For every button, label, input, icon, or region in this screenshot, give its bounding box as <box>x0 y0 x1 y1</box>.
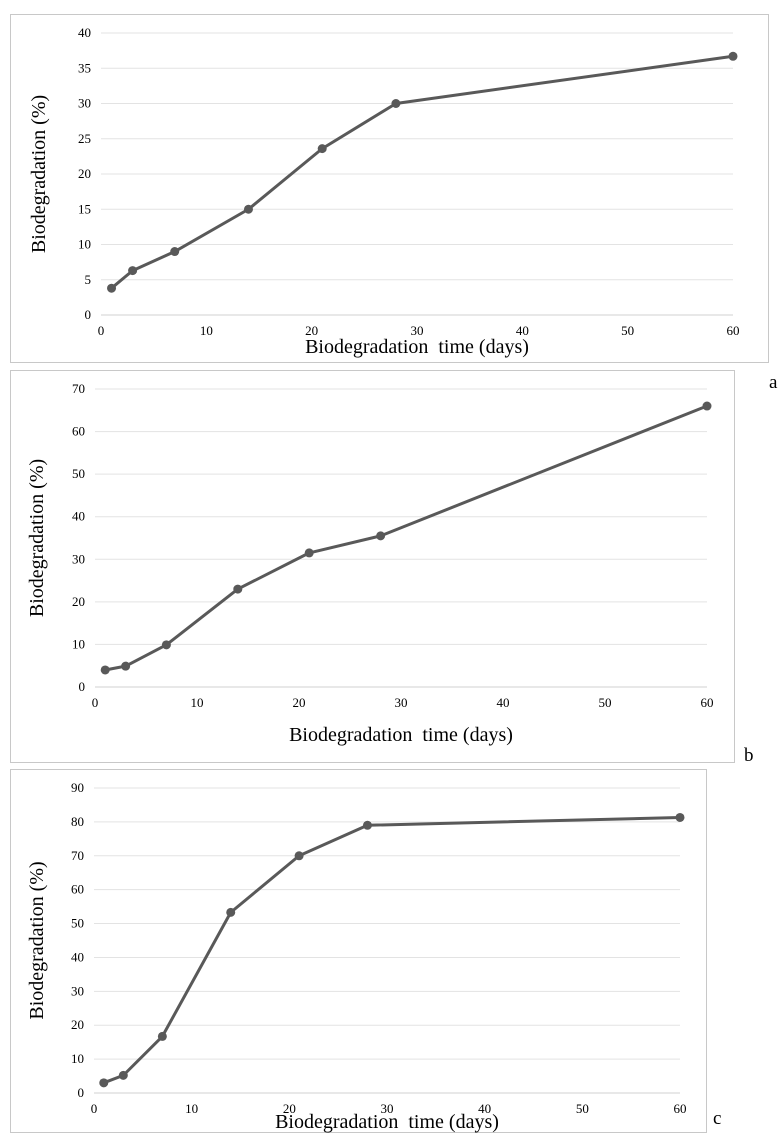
data-point <box>226 907 236 917</box>
x-tick-label: 20 <box>283 1101 296 1116</box>
chart-svg-a: 0 5 10 15 20 25 30 35 40 0 10 20 30 40 50 60 Biodegradat… <box>28 25 740 358</box>
y-tick-label: 80 <box>71 814 84 829</box>
x-tick-label: 10 <box>200 323 213 338</box>
x-tick-label: 40 <box>497 695 510 710</box>
y-tick-label: 70 <box>72 381 85 396</box>
panel-label-c: c <box>713 1108 722 1129</box>
data-point <box>376 531 386 541</box>
y-tick-label: 10 <box>72 636 85 651</box>
data-point <box>170 247 180 257</box>
data-point <box>317 144 327 154</box>
y-tick-label: 30 <box>71 983 84 998</box>
x-tick-label: 50 <box>621 323 634 338</box>
y-tick-label: 5 <box>85 272 92 287</box>
y-tick-label: 20 <box>72 594 85 609</box>
x-axis-title: Biodegradation time (days) <box>275 1111 499 1133</box>
series-line <box>103 815 681 1085</box>
y-tick-label: 0 <box>79 679 86 694</box>
x-tick-label: 10 <box>191 695 204 710</box>
x-tick-label: 0 <box>98 323 105 338</box>
x-tick-label: 10 <box>185 1101 198 1116</box>
y-tick-label: 70 <box>71 848 84 863</box>
series-line <box>110 54 734 290</box>
y-axis-title: Biodegradation (%) <box>26 459 48 617</box>
y-tick-label: 0 <box>85 307 92 322</box>
x-tick-label: 60 <box>727 323 740 338</box>
y-tick-label: 60 <box>71 882 84 897</box>
y-tick-label: 20 <box>71 1017 84 1032</box>
y-tick-label: 30 <box>78 96 91 111</box>
data-point <box>391 99 401 108</box>
data-point <box>233 584 243 594</box>
x-tick-label: 20 <box>305 323 318 338</box>
x-tick-label: 40 <box>478 1101 491 1116</box>
x-tick-label: 0 <box>91 1101 98 1116</box>
data-point <box>243 204 253 214</box>
data-point <box>107 283 117 293</box>
y-tick-label: 60 <box>72 424 85 439</box>
data-point <box>702 401 712 411</box>
data-point <box>675 812 685 822</box>
x-tick-label: 60 <box>701 695 714 710</box>
series-line <box>104 404 708 672</box>
y-tick-label: 25 <box>78 131 91 146</box>
y-tick-label: 90 <box>71 780 84 795</box>
data-point <box>121 661 131 671</box>
y-tick-label: 40 <box>78 25 91 40</box>
y-tick-label: 15 <box>78 201 91 216</box>
x-tick-label: 20 <box>293 695 306 710</box>
x-tick-label: 30 <box>411 323 424 338</box>
data-point <box>100 665 110 675</box>
chart-panel-b: 0 10 20 30 40 50 60 70 0 10 20 30 40 50 60 Biodegradati… <box>10 370 735 763</box>
y-tick-label: 50 <box>72 466 85 481</box>
y-tick-label: 30 <box>72 551 85 566</box>
x-tick-label: 30 <box>381 1101 394 1116</box>
data-point <box>157 1031 167 1041</box>
data-point <box>362 820 372 830</box>
chart-panel-a: 0 5 10 15 20 25 30 35 40 0 10 20 30 40 50 60 Biodegradat… <box>10 14 769 363</box>
y-tick-label: 40 <box>71 949 84 964</box>
data-point <box>128 266 138 276</box>
y-tick-label: 10 <box>71 1051 84 1066</box>
data-point <box>118 1070 128 1080</box>
y-tick-label: 40 <box>72 509 85 524</box>
y-tick-label: 0 <box>78 1085 85 1100</box>
panel-label-b: b <box>744 745 754 766</box>
y-tick-label: 10 <box>78 237 91 252</box>
x-tick-label: 50 <box>576 1101 589 1116</box>
data-point <box>161 640 171 650</box>
x-tick-label: 50 <box>599 695 612 710</box>
y-tick-label: 20 <box>78 166 91 181</box>
y-tick-label: 35 <box>78 60 91 75</box>
chart-svg-b: 0 10 20 30 40 50 60 70 0 10 20 30 40 50 60 Biodegradati… <box>26 381 714 746</box>
chart-panel-c: 0 10 20 30 40 50 60 70 80 90 0 10 20 30 40 50 60 Biodegra… <box>10 769 707 1133</box>
chart-svg-c: 0 10 20 30 40 50 60 70 80 90 0 10 20 30 40 50 60 Biodegra… <box>26 780 687 1133</box>
panel-label-a: a <box>769 372 778 393</box>
data-point <box>99 1078 109 1088</box>
x-tick-label: 60 <box>674 1101 687 1116</box>
y-axis-title: Biodegradation (%) <box>26 861 48 1019</box>
y-tick-label: 50 <box>71 916 84 931</box>
x-axis-title: Biodegradation time (days) <box>289 724 513 746</box>
x-tick-label: 0 <box>92 695 99 710</box>
x-tick-label: 30 <box>395 695 408 710</box>
x-axis-title: Biodegradation time (days) <box>305 336 529 358</box>
x-tick-label: 40 <box>516 323 529 338</box>
data-point <box>728 51 738 61</box>
y-axis-title: Biodegradation (%) <box>28 95 50 253</box>
data-point <box>304 548 314 558</box>
data-point <box>294 851 304 861</box>
